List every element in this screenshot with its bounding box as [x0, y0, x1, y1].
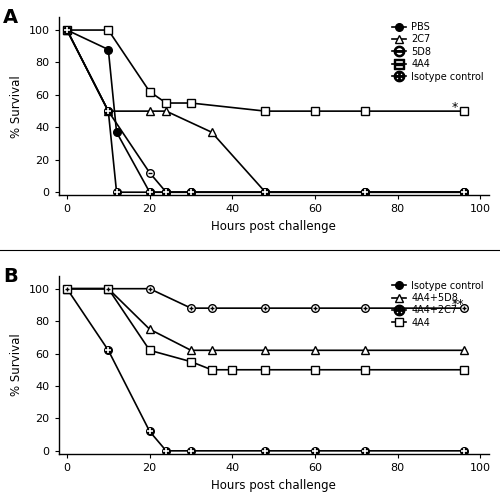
Y-axis label: % Survival: % Survival: [10, 334, 23, 396]
Text: *: *: [452, 102, 458, 114]
Y-axis label: % Survival: % Survival: [10, 75, 23, 138]
Legend: PBS, 2C7, 5D8, 4A4, Isotype control: PBS, 2C7, 5D8, 4A4, Isotype control: [392, 22, 484, 82]
Legend: Isotype control, 4A4+5D8, 4A4+2C7, 4A4: Isotype control, 4A4+5D8, 4A4+2C7, 4A4: [392, 280, 484, 328]
X-axis label: Hours post challenge: Hours post challenge: [211, 220, 336, 233]
Text: A: A: [3, 8, 18, 27]
X-axis label: Hours post challenge: Hours post challenge: [211, 478, 336, 492]
Text: B: B: [3, 267, 18, 286]
Text: **: **: [452, 298, 464, 312]
